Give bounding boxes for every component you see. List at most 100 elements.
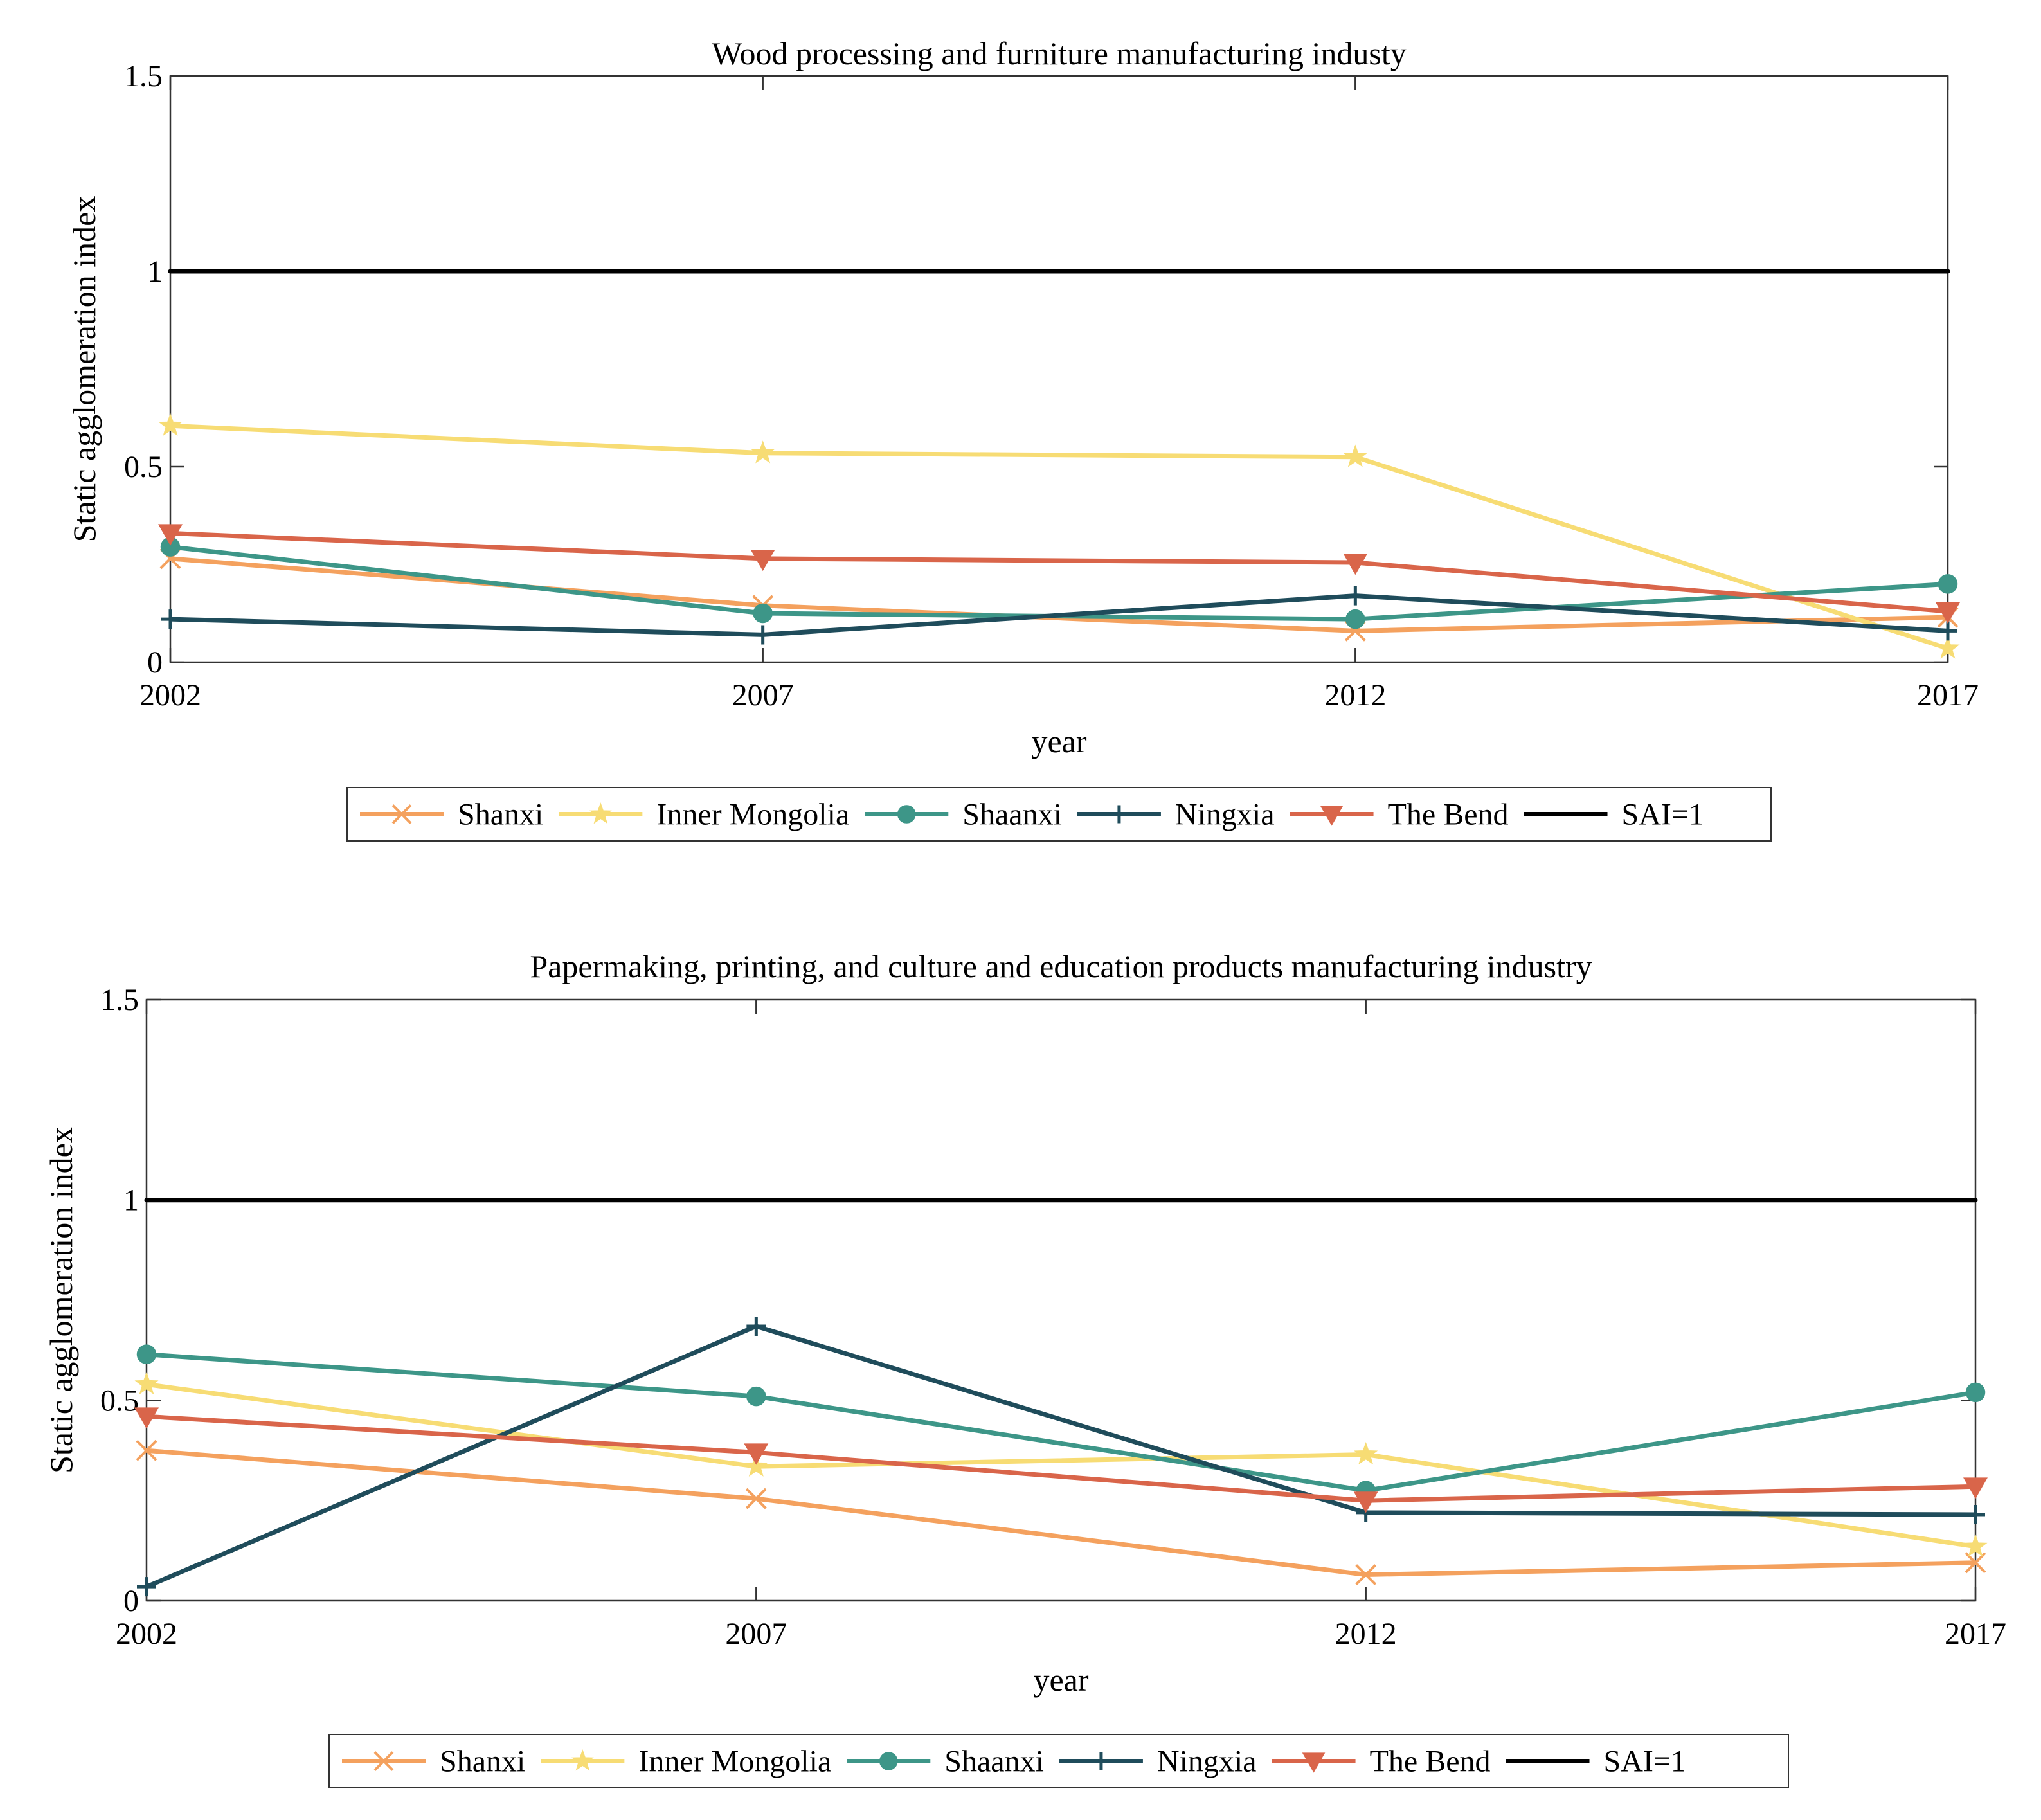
legend-item-shaanxi: Shaanxi	[865, 798, 1062, 832]
legend-label: The Bend	[1388, 798, 1509, 832]
data-point-the-bend	[1343, 554, 1368, 575]
legend-swatch-marker	[373, 1751, 394, 1771]
data-point-the-bend	[744, 1443, 769, 1465]
legend: Shanxi Inner Mongolia Shaanxi Ningxia The Be…	[346, 787, 1772, 842]
legend-item-inner-mongolia: Inner Mongolia	[541, 1745, 831, 1779]
series-line-ningxia	[168, 593, 1950, 637]
series-line-inner-mongolia	[168, 423, 1950, 651]
data-point-the-bend	[134, 1407, 159, 1429]
series-ningxia	[137, 1317, 1985, 1597]
series-inner-mongolia	[134, 1371, 1988, 1557]
data-point-the-bend	[750, 549, 775, 572]
legend-item-inner-mongolia: Inner Mongolia	[559, 798, 849, 832]
legend-label: Ningxia	[1175, 798, 1275, 832]
x-tick-label: 2017	[1945, 1617, 2006, 1651]
legend-swatch-marker	[897, 805, 916, 824]
data-point-shaanxi	[753, 603, 773, 624]
x-axis-label: year	[1031, 723, 1086, 759]
legend-label: The Bend	[1370, 1745, 1491, 1779]
legend-label: SAI=1	[1622, 798, 1704, 832]
series-line-shanxi	[168, 556, 1950, 633]
y-axis-label: Static agglomeration index	[66, 196, 102, 543]
series-line-the-bend	[144, 1414, 1978, 1503]
legend-swatch-marker	[1110, 805, 1128, 824]
y-tick-label: 1	[147, 255, 163, 289]
plot-area-frame	[169, 75, 1949, 663]
legend-swatch-marker	[571, 1749, 594, 1771]
legend-label: SAI=1	[1604, 1745, 1686, 1779]
legend-item-shaanxi: Shaanxi	[847, 1745, 1044, 1779]
data-point-inner-mongolia	[1343, 444, 1367, 467]
data-point-shaanxi	[746, 1386, 766, 1407]
y-tick-label: 1	[123, 1184, 139, 1218]
data-point-inner-mongolia	[744, 1454, 768, 1477]
data-point-shaanxi	[1965, 1382, 1986, 1403]
data-point-shanxi	[1965, 1552, 1986, 1574]
chart-title: Papermaking, printing, and culture and e…	[530, 948, 1592, 984]
series-line-the-bend	[168, 530, 1950, 614]
x-tick-label: 2002	[116, 1617, 177, 1651]
series-line-inner-mongolia	[144, 1382, 1978, 1549]
x-tick-label: 2007	[732, 678, 794, 712]
legend-item-ningxia: Ningxia	[1077, 798, 1275, 832]
legend-label: Shanxi	[458, 798, 543, 832]
data-point-shanxi	[1355, 1564, 1377, 1585]
legend-swatch-marker	[589, 802, 612, 824]
data-point-ningxia	[753, 625, 773, 645]
legend-item-sai-1: SAI=1	[1506, 1745, 1686, 1779]
legend-swatch-marker	[879, 1752, 898, 1770]
legend-label: Inner Mongolia	[638, 1745, 831, 1779]
series-line-shaanxi	[144, 1352, 1978, 1493]
data-point-inner-mongolia	[1963, 1534, 1988, 1557]
legend-label: Shanxi	[440, 1745, 525, 1779]
series-shaanxi	[136, 1344, 1986, 1500]
series-line-shanxi	[144, 1448, 1978, 1577]
legend-swatch-marker	[391, 804, 412, 824]
data-point-the-bend	[158, 524, 183, 546]
data-point-inner-mongolia	[751, 440, 775, 464]
data-point-the-bend	[1963, 1477, 1988, 1499]
y-tick-label: 1.5	[100, 983, 139, 1017]
y-tick-label: 1.5	[124, 59, 163, 93]
data-point-the-bend	[1936, 602, 1960, 624]
legend-swatch-marker	[1092, 1752, 1110, 1770]
data-point-shanxi	[745, 1488, 767, 1509]
chart-2: Papermaking, printing, and culture and e…	[43, 948, 2006, 1788]
y-tick-label: 0	[123, 1584, 139, 1618]
legend-item-sai-1: SAI=1	[1524, 798, 1704, 832]
chart-title: Wood processing and furniture manufactur…	[712, 35, 1406, 71]
x-tick-label: 2007	[725, 1617, 787, 1651]
x-tick-label: 2017	[1917, 678, 1979, 712]
data-point-ningxia	[746, 1317, 766, 1337]
data-point-inner-mongolia	[1936, 636, 1960, 659]
legend-label: Shaanxi	[962, 798, 1062, 832]
data-point-shaanxi	[136, 1344, 157, 1364]
legend-item-the-bend: The Bend	[1272, 1745, 1491, 1779]
data-point-the-bend	[1353, 1491, 1378, 1513]
data-point-ningxia	[1345, 586, 1365, 606]
legend-label: Inner Mongolia	[656, 798, 849, 832]
data-point-ningxia	[137, 1577, 156, 1597]
legend-label: Ningxia	[1157, 1745, 1257, 1779]
data-point-inner-mongolia	[134, 1371, 159, 1395]
x-tick-label: 2012	[1324, 678, 1386, 712]
legend-swatch-marker	[1320, 806, 1344, 826]
legend-label: Shaanxi	[944, 1745, 1044, 1779]
data-point-shanxi	[136, 1439, 157, 1461]
y-tick-label: 0.5	[100, 1383, 139, 1418]
series-line-shaanxi	[168, 545, 1950, 622]
data-point-ningxia	[161, 609, 180, 629]
data-point-inner-mongolia	[1354, 1442, 1378, 1465]
y-tick-label: 0.5	[124, 450, 163, 484]
legend-item-shanxi: Shanxi	[342, 1745, 525, 1779]
x-tick-label: 2002	[139, 678, 201, 712]
chart-1: Wood processing and furniture manufactur…	[66, 35, 1979, 842]
data-point-shaanxi	[1345, 609, 1365, 629]
legend-swatch-marker	[1302, 1752, 1326, 1773]
data-point-inner-mongolia	[158, 413, 183, 436]
legend-item-ningxia: Ningxia	[1059, 1745, 1257, 1779]
series-the-bend	[134, 1407, 1988, 1513]
plot-area-frame	[145, 998, 1977, 1602]
y-axis-label: Static agglomeration index	[43, 1127, 79, 1473]
